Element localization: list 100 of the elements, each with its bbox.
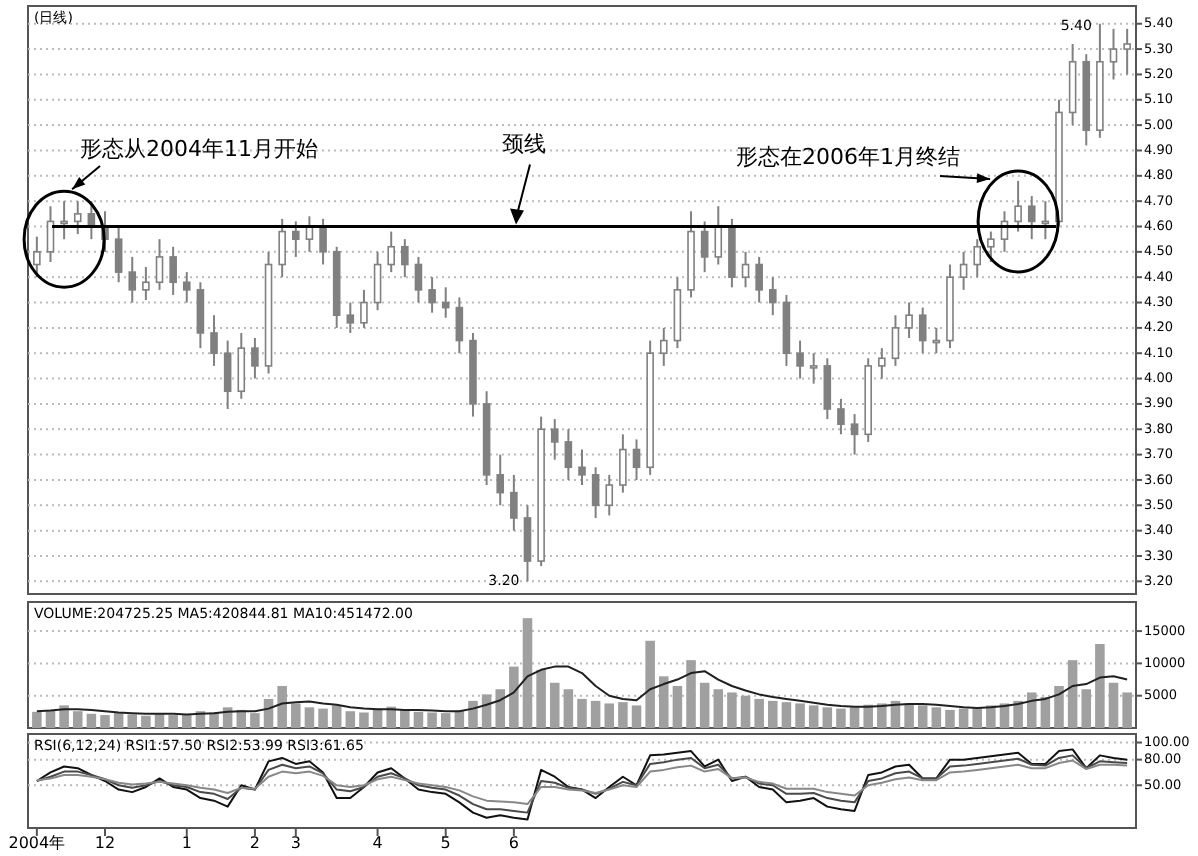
bar — [618, 702, 628, 728]
candlestick — [809, 352, 818, 385]
bar — [849, 707, 860, 728]
bar — [863, 704, 873, 728]
candlestick — [741, 250, 750, 289]
candlestick — [496, 453, 505, 507]
x-tick-label: 3 — [290, 834, 301, 852]
candlestick — [278, 217, 286, 279]
bar — [904, 703, 914, 728]
bar — [686, 660, 696, 728]
bar — [836, 708, 846, 728]
candlestick — [700, 220, 709, 274]
candlestick — [169, 245, 177, 296]
bar — [768, 700, 778, 728]
x-tick-label: 5 — [440, 834, 451, 852]
candlestick — [850, 413, 859, 456]
bar — [481, 694, 492, 728]
bar — [1013, 700, 1023, 728]
bar — [250, 713, 260, 728]
bar — [958, 708, 969, 728]
candlestick — [550, 418, 559, 461]
bar — [345, 711, 356, 728]
candlestick — [428, 276, 436, 314]
bar — [359, 712, 369, 728]
x-tick-label: 1 — [181, 834, 192, 852]
bar — [604, 703, 615, 728]
bar — [727, 692, 737, 728]
candlestick — [769, 276, 777, 317]
bar — [713, 689, 724, 728]
candlestick — [878, 347, 886, 380]
bar — [931, 707, 942, 728]
candlestick — [196, 281, 205, 350]
candlestick — [987, 230, 995, 263]
bar — [318, 708, 328, 728]
candlestick — [891, 314, 900, 367]
candlestick — [591, 466, 600, 519]
candlestick — [905, 301, 913, 340]
bar — [699, 682, 710, 728]
bar — [781, 702, 792, 728]
bar — [427, 712, 437, 728]
bar — [440, 713, 451, 728]
candlestick — [114, 225, 123, 284]
annotation: 形态在2006年1月终结 — [736, 144, 960, 170]
candlestick — [837, 397, 845, 436]
x-tick-label: 4 — [372, 834, 383, 852]
candlestick — [605, 473, 614, 517]
bar — [277, 686, 287, 728]
bar — [141, 715, 151, 728]
bar — [386, 706, 396, 728]
candlestick — [1027, 195, 1036, 241]
candlestick — [401, 238, 409, 279]
bar — [536, 669, 546, 728]
candlestick — [1109, 27, 1118, 81]
candlestick — [441, 286, 450, 319]
bar — [72, 711, 83, 728]
candlestick — [387, 230, 395, 274]
candlestick — [33, 235, 41, 279]
bar — [32, 711, 42, 728]
candlestick — [619, 433, 627, 494]
bar — [754, 698, 764, 728]
candlestick — [319, 217, 327, 266]
candlestick — [182, 271, 191, 304]
candlestick — [959, 250, 968, 291]
bar — [1108, 682, 1119, 728]
candlestick — [455, 296, 464, 355]
candlestick — [346, 301, 355, 334]
candlestick — [292, 220, 300, 258]
bar — [590, 700, 601, 728]
bar — [291, 703, 301, 728]
bar — [1067, 660, 1078, 728]
candlestick — [578, 448, 586, 487]
bar — [645, 640, 655, 728]
bar — [1122, 692, 1132, 728]
bar — [100, 715, 110, 728]
bar — [1095, 644, 1105, 728]
candlestick — [223, 339, 232, 410]
candlestick — [796, 339, 804, 380]
bar — [577, 698, 587, 728]
bar — [509, 666, 519, 728]
candlestick — [823, 357, 832, 421]
bar — [400, 709, 410, 728]
candlestick — [1123, 27, 1131, 76]
bar — [182, 714, 192, 728]
bar — [331, 705, 342, 728]
candlestick — [60, 200, 68, 241]
candlestick — [414, 255, 423, 304]
bar — [795, 703, 805, 728]
candlestick — [128, 255, 137, 304]
bar — [822, 707, 833, 728]
bar — [877, 703, 887, 728]
candlestick — [251, 337, 259, 380]
bar — [986, 705, 996, 728]
bar — [659, 676, 669, 728]
candlestick — [632, 438, 641, 481]
bar — [972, 707, 982, 728]
bar — [127, 714, 138, 728]
candlestick — [373, 250, 382, 312]
candlestick — [523, 504, 532, 583]
candlestick — [714, 205, 723, 266]
bar — [86, 713, 97, 728]
